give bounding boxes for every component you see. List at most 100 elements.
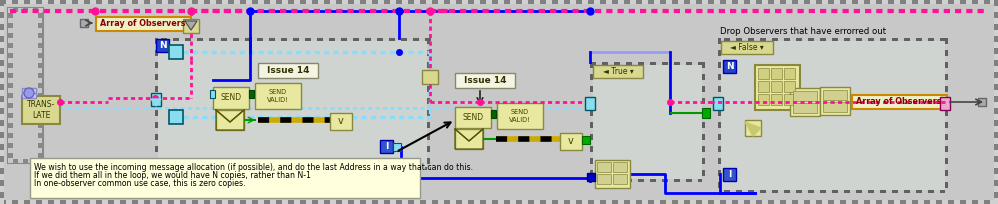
Bar	[613, 162, 627, 172]
Bar	[257, 167, 263, 170]
Bar	[994, 132, 998, 138]
Bar	[680, 62, 686, 65]
Bar	[378, 200, 384, 204]
Bar	[288, 200, 294, 204]
Bar	[994, 90, 998, 96]
Bar	[161, 167, 167, 170]
Bar	[155, 80, 158, 86]
Bar	[192, 0, 198, 4]
Bar	[12, 0, 18, 4]
Bar	[407, 38, 413, 41]
Bar	[570, 200, 576, 204]
Bar	[239, 167, 245, 170]
Bar	[798, 0, 804, 4]
Bar	[155, 128, 158, 134]
Bar	[754, 190, 760, 193]
Bar	[945, 164, 948, 170]
Bar	[275, 38, 281, 41]
Bar	[945, 146, 948, 152]
Bar	[793, 103, 817, 113]
Bar	[666, 200, 672, 204]
Bar	[822, 0, 828, 4]
Bar	[624, 0, 630, 4]
Bar	[427, 134, 430, 140]
Bar	[28, 8, 33, 12]
Bar	[8, 73, 13, 78]
Bar	[0, 168, 4, 174]
Bar	[0, 132, 4, 138]
Bar	[802, 190, 808, 193]
Bar	[721, 41, 773, 54]
Bar	[888, 0, 894, 4]
Bar	[994, 96, 998, 102]
Text: N: N	[159, 41, 167, 50]
Bar	[413, 167, 419, 170]
Bar	[582, 200, 588, 204]
Bar	[294, 200, 300, 204]
Bar	[0, 174, 4, 180]
Bar	[754, 38, 760, 41]
Polygon shape	[745, 122, 761, 136]
Bar	[960, 200, 966, 204]
Bar	[38, 58, 42, 63]
Bar	[419, 38, 425, 41]
Bar	[596, 179, 602, 182]
Bar	[371, 167, 377, 170]
Bar	[718, 44, 721, 50]
Bar	[780, 200, 786, 204]
Bar	[590, 92, 593, 98]
Text: N: N	[726, 62, 734, 71]
Bar	[270, 200, 276, 204]
Bar	[718, 176, 721, 182]
Bar	[820, 38, 826, 41]
Bar	[930, 0, 936, 4]
Bar	[150, 0, 156, 4]
Bar	[600, 200, 606, 204]
Bar	[38, 133, 42, 138]
Bar	[564, 200, 570, 204]
Bar	[590, 80, 593, 86]
Bar	[945, 116, 948, 122]
Bar	[768, 200, 774, 204]
Bar	[510, 200, 516, 204]
Bar	[227, 38, 233, 41]
Bar	[359, 38, 365, 41]
Bar	[427, 128, 430, 134]
Bar	[638, 179, 644, 182]
Bar	[227, 167, 233, 170]
Bar	[222, 200, 228, 204]
Bar	[408, 200, 414, 204]
Bar	[994, 48, 998, 54]
Bar	[0, 72, 4, 78]
Bar	[994, 72, 998, 78]
Bar	[702, 134, 705, 140]
Bar	[718, 86, 721, 92]
Bar	[8, 53, 13, 58]
Bar	[0, 18, 4, 24]
Bar	[263, 38, 269, 41]
Bar	[6, 200, 12, 204]
Bar	[341, 38, 347, 41]
Bar	[994, 54, 998, 60]
Bar	[347, 167, 353, 170]
Text: v: v	[568, 136, 574, 146]
Bar	[678, 0, 684, 4]
Bar	[233, 167, 239, 170]
Bar	[8, 98, 13, 103]
Bar	[294, 0, 300, 4]
Bar	[940, 190, 946, 193]
Bar	[498, 200, 504, 204]
Bar	[790, 190, 796, 193]
Bar	[936, 0, 942, 4]
Bar	[798, 200, 804, 204]
Bar	[650, 62, 656, 65]
Bar	[54, 200, 60, 204]
Bar	[772, 38, 778, 41]
Bar	[606, 200, 612, 204]
Bar	[904, 38, 910, 41]
Bar	[642, 200, 648, 204]
Bar	[994, 138, 998, 144]
Bar	[0, 6, 4, 12]
Bar	[38, 93, 42, 98]
Bar	[8, 83, 13, 88]
